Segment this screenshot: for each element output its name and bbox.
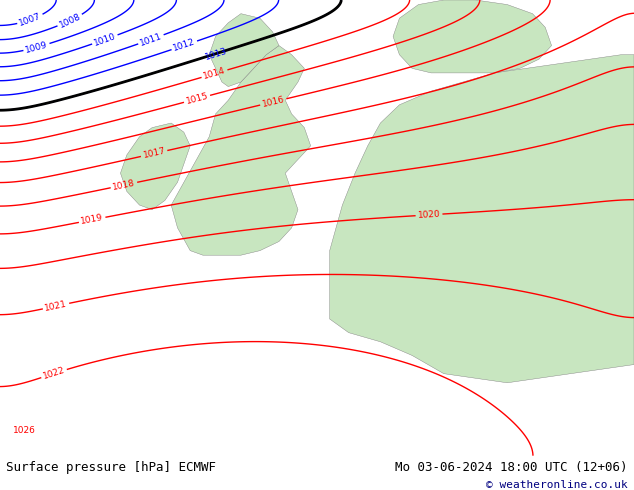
Text: 1021: 1021 [44,299,68,313]
Text: 1019: 1019 [80,213,105,226]
Text: 1020: 1020 [417,210,441,220]
Text: 1009: 1009 [24,40,49,55]
Text: 1011: 1011 [139,31,164,48]
PathPatch shape [330,55,634,383]
Text: 1012: 1012 [172,37,197,53]
PathPatch shape [209,14,279,87]
Text: 1014: 1014 [202,66,227,81]
Text: 1007: 1007 [18,12,42,28]
Text: Surface pressure [hPa] ECMWF: Surface pressure [hPa] ECMWF [6,461,216,474]
Text: 1010: 1010 [93,31,117,48]
PathPatch shape [120,123,190,210]
Text: 1018: 1018 [112,178,136,192]
Text: Mo 03-06-2024 18:00 UTC (12+06): Mo 03-06-2024 18:00 UTC (12+06) [395,461,628,474]
PathPatch shape [393,0,552,73]
Text: 1016: 1016 [261,95,285,109]
Text: 1026: 1026 [13,426,36,435]
Text: 1008: 1008 [58,12,82,29]
Text: 1022: 1022 [42,366,66,381]
Text: 1017: 1017 [142,147,166,160]
PathPatch shape [171,46,311,255]
Text: 1013: 1013 [204,46,228,61]
Text: © weatheronline.co.uk: © weatheronline.co.uk [486,480,628,490]
Text: 1015: 1015 [184,92,209,106]
